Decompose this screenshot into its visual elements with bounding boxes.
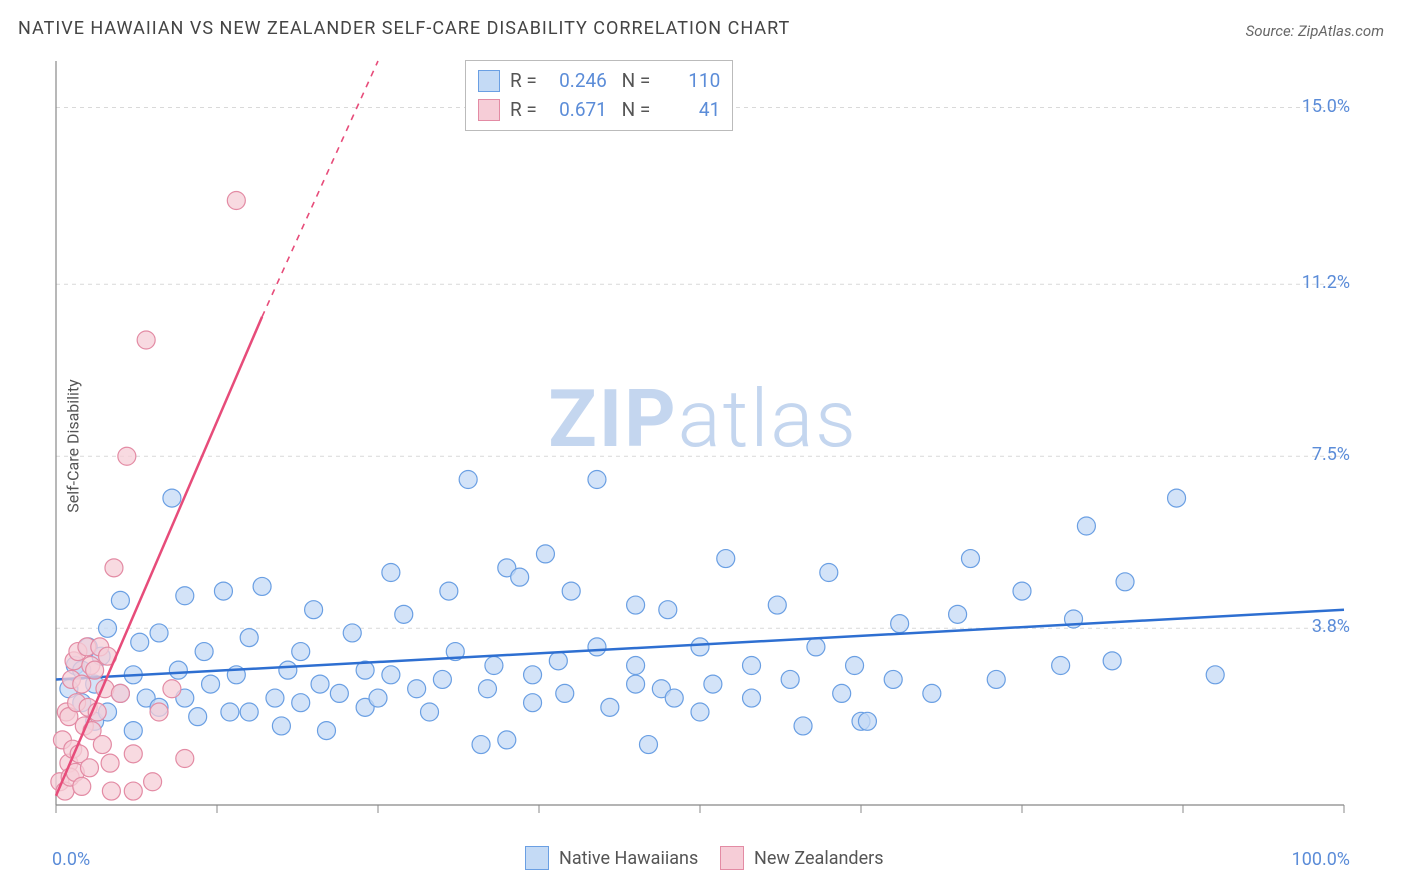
chart-title: NATIVE HAWAIIAN VS NEW ZEALANDER SELF-CA…	[18, 18, 790, 39]
x-axis-max-label: 100.0%	[1292, 849, 1350, 870]
legend-n-label: N =	[617, 96, 650, 125]
y-tick-label: 15.0%	[1302, 96, 1350, 117]
legend-n-label: N =	[617, 67, 650, 96]
legend-series-1: Native Hawaiians	[525, 846, 698, 870]
legend-r-label: R =	[510, 67, 537, 96]
legend-series-2-label: New Zealanders	[754, 848, 884, 869]
legend-stats-row-2: R = 0.671 N = 41	[478, 96, 720, 125]
x-axis-min-label: 0.0%	[52, 849, 90, 870]
plot-area	[50, 55, 1350, 835]
legend-swatch-nz-icon	[478, 99, 500, 121]
y-tick-label: 11.2%	[1302, 272, 1350, 293]
chart-container: NATIVE HAWAIIAN VS NEW ZEALANDER SELF-CA…	[0, 0, 1406, 892]
legend-r-value-2: 0.671	[547, 96, 607, 125]
legend-swatch-nh-icon	[478, 70, 500, 92]
legend-n-value-2: 41	[660, 96, 720, 125]
legend-swatch-nh-icon	[525, 846, 549, 870]
y-tick-label: 7.5%	[1312, 444, 1350, 465]
legend-swatch-nz-icon	[720, 846, 744, 870]
legend-stats: R = 0.246 N = 110 R = 0.671 N = 41	[465, 60, 733, 131]
legend-r-label: R =	[510, 96, 537, 125]
legend-series-2: New Zealanders	[720, 846, 884, 870]
legend-n-value-1: 110	[660, 67, 720, 96]
plot-svg	[50, 55, 1350, 835]
legend-r-value-1: 0.246	[547, 67, 607, 96]
y-tick-label: 3.8%	[1312, 616, 1350, 637]
source-label: Source: ZipAtlas.com	[1246, 22, 1384, 40]
legend-series-1-label: Native Hawaiians	[559, 848, 698, 869]
legend-stats-row-1: R = 0.246 N = 110	[478, 67, 720, 96]
